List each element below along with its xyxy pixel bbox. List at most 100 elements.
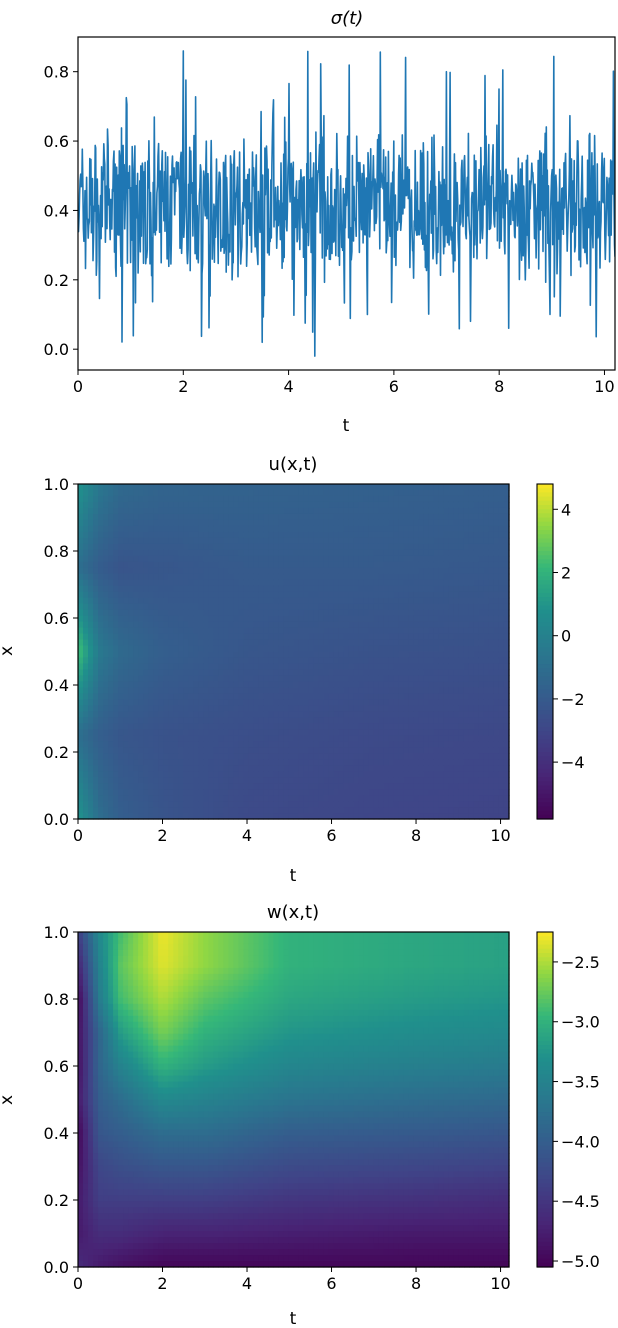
u-heatmap-cell [333,489,340,497]
u-heatmap-cell [193,783,199,790]
u-heatmap-cell [108,759,114,766]
u-heatmap-cell [103,555,109,563]
u-heatmap-cell [153,645,159,653]
u-heatmap-cell [368,711,375,718]
u-heatmap-cell [318,633,325,641]
u-heatmap-cell [213,717,219,724]
u-heatmap-cell [458,555,465,563]
u-heatmap-cell [248,579,255,587]
u-heatmap-cell [468,753,475,760]
u-heatmap-cell [278,705,285,712]
u-heatmap-cell [313,723,320,730]
u-heatmap-cell [383,747,390,754]
u-heatmap-cell [188,537,194,545]
u-heatmap-cell [493,657,500,665]
u-heatmap-cell [213,579,219,587]
u-heatmap-cell [213,771,219,778]
u-heatmap-cell [453,753,460,760]
u-heatmap-cell [273,807,280,814]
u-heatmap-cell [348,717,355,724]
u-heatmap-cell [493,495,500,503]
u-heatmap-cell [233,741,239,748]
u-heatmap-cell [173,621,179,629]
u-heatmap-cell [263,735,270,742]
u-heatmap-cell [313,489,320,497]
u-heatmap-cell [433,597,440,605]
u-heatmap-cell [248,627,255,635]
u-heatmap-cell [328,573,335,581]
u-heatmap-cell [188,789,194,796]
u-heatmap-cell [438,585,445,593]
u-heatmap-cell [408,555,415,563]
u-heatmap-cell [218,603,224,611]
u-heatmap-cell [478,537,485,545]
u-heatmap-cell [473,807,480,814]
u-heatmap-cell [478,507,485,515]
u-heatmap-cell [353,561,360,569]
u-heatmap-cell [143,567,149,575]
u-heatmap-cell [148,555,154,563]
u-heatmap-cell [393,807,400,814]
u-heatmap-cell [353,549,360,557]
u-heatmap-cell [493,573,500,581]
u-heatmap-cell [83,699,89,706]
u-heatmap-cell [208,567,214,575]
u-heatmap-cell [383,489,390,497]
u-heatmap-cell [343,705,350,712]
u-heatmap-cell [103,621,109,629]
u-heatmap-cell [353,507,360,515]
u-heatmap-cell [83,675,89,683]
u-heatmap-cell [483,675,490,683]
u-heatmap-cell [338,603,345,611]
u-heatmap-cell [103,615,109,623]
u-heatmap-cell [93,711,99,718]
u-heatmap-cell [103,711,109,718]
u-heatmap-cell [368,585,375,593]
u-heatmap-cell [123,693,129,700]
u-heatmap-cell [433,663,440,671]
u-heatmap-cell [168,705,174,712]
u-heatmap-cell [178,669,184,677]
u-heatmap-cell [123,813,129,820]
u-heatmap-cell [393,759,400,766]
u-heatmap-cell [358,681,365,688]
u-heatmap-cell [433,753,440,760]
u-heatmap-cell [188,801,194,808]
u-heatmap-cell [348,609,355,617]
u-heatmap-cell [498,591,505,599]
u-heatmap-cell [463,759,470,766]
u-heatmap-cell [293,484,300,491]
u-heatmap-cell [268,567,275,575]
u-x-tick-label: 0 [73,826,83,845]
u-heatmap-cell [273,633,280,641]
u-heatmap-cell [223,495,229,503]
u-heatmap-cell [253,537,260,545]
u-heatmap-cell [243,645,249,653]
u-heatmap-cell [493,759,500,766]
u-heatmap-cell [103,609,109,617]
u-heatmap-cell [318,795,325,802]
u-heatmap-cell [268,801,275,808]
u-heatmap-cell [283,675,290,683]
u-heatmap-cell [268,651,275,659]
u-heatmap-cell [188,741,194,748]
u-heatmap-cell [78,717,84,724]
u-heatmap-cell [173,693,179,700]
u-heatmap-cell [108,603,114,611]
u-heatmap-cell [433,699,440,706]
u-heatmap-cell [88,657,94,665]
u-heatmap-cell [108,513,114,521]
u-heatmap-cell [398,801,405,808]
u-heatmap-cell [308,525,315,533]
u-heatmap-cell [188,519,194,527]
u-heatmap-cell [453,699,460,706]
u-heatmap-cell [343,603,350,611]
u-heatmap-cell [498,735,505,742]
u-heatmap-cell [153,573,159,581]
u-heatmap-cell [313,597,320,605]
u-heatmap-cell [503,633,510,641]
u-heatmap-cell [373,759,380,766]
u-heatmap-cell [308,591,315,599]
u-heatmap-cell [293,747,300,754]
u-heatmap-cell [408,747,415,754]
